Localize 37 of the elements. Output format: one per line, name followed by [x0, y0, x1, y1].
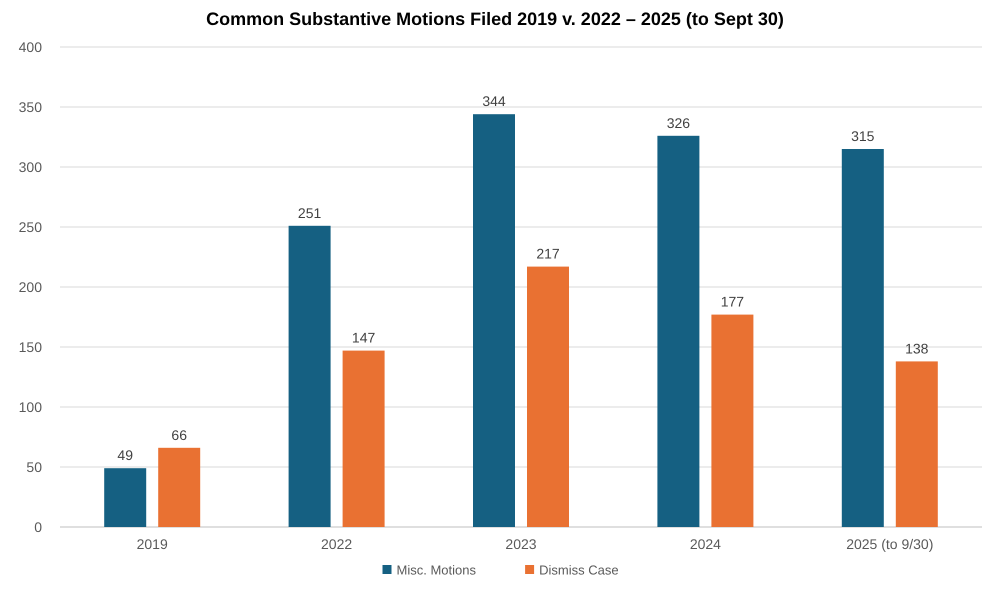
- data-label: 326: [666, 114, 690, 131]
- x-tick-label: 2023: [505, 536, 537, 552]
- bar: [158, 448, 200, 527]
- data-label: 138: [905, 340, 929, 356]
- y-tick-label: 100: [18, 398, 42, 415]
- x-tick-label: 2022: [321, 536, 352, 552]
- data-label: 344: [482, 93, 506, 110]
- y-tick-label: 400: [18, 38, 42, 55]
- bar: [842, 149, 884, 527]
- y-tick-label: 150: [18, 338, 42, 355]
- bar: [473, 114, 515, 527]
- bar: [288, 226, 331, 527]
- y-tick-label: 200: [18, 278, 42, 295]
- y-tick-label: 250: [18, 218, 42, 235]
- y-tick-label: 300: [18, 158, 42, 175]
- x-tick-label: 2019: [136, 536, 168, 552]
- x-tick-label: 2024: [690, 536, 722, 552]
- y-tick-label: 0: [34, 518, 42, 535]
- bar: [342, 350, 385, 527]
- data-label: 147: [352, 330, 376, 346]
- legend-label: Misc. Motions: [396, 562, 476, 578]
- bar: [104, 468, 146, 527]
- data-label: 49: [117, 447, 134, 464]
- data-label: 177: [720, 294, 744, 310]
- data-label: 66: [171, 426, 188, 443]
- data-label: 217: [536, 246, 560, 262]
- bar: [527, 266, 569, 527]
- y-tick-label: 350: [18, 98, 42, 115]
- legend-label: Dismiss Case: [539, 562, 619, 578]
- chart-title: Common Substantive Motions Filed 2019 v. 2022 – 2025 (to Sept 30): [206, 9, 784, 29]
- bar: [657, 136, 700, 527]
- bar: [896, 361, 938, 527]
- bar: [711, 314, 754, 527]
- data-label: 315: [851, 128, 875, 144]
- y-tick-label: 50: [26, 458, 42, 475]
- data-label: 251: [298, 204, 322, 221]
- x-tick-label: 2025 (to 9/30): [846, 536, 934, 552]
